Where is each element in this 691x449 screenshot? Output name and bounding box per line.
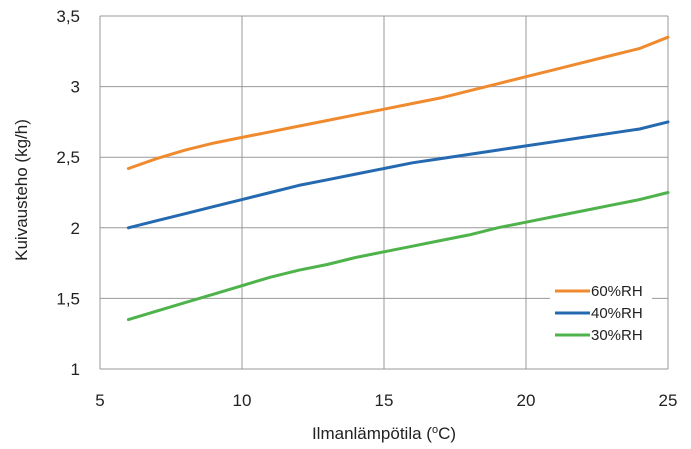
- series-line-0: [126, 35, 670, 170]
- legend-label-1: 40%RH: [591, 305, 643, 322]
- y-axis-label: Kuivausteho (kg/h): [12, 119, 31, 261]
- x-tick-labels: 5 10 15 20 25: [95, 391, 677, 410]
- legend-label-0: 60%RH: [591, 283, 643, 300]
- x-axis-label-sup: o: [432, 424, 438, 436]
- legend-label-2: 30%RH: [591, 327, 643, 344]
- series-line-1: [126, 120, 670, 230]
- x-tick-label: 5: [95, 391, 104, 410]
- x-axis-label-main: Ilmanlämpötila (: [312, 424, 432, 443]
- x-tick-label: 15: [375, 391, 394, 410]
- y-tick-label: 2: [71, 219, 80, 238]
- series-lines: [126, 35, 670, 322]
- x-tick-label: 20: [517, 391, 536, 410]
- y-tick-label: 2,5: [56, 148, 80, 167]
- y-tick-label: 3: [71, 78, 80, 97]
- x-axis-label: Ilmanlämpötila (oC): [312, 424, 456, 443]
- series-line-2: [126, 191, 670, 322]
- x-axis-label-end: C): [438, 424, 456, 443]
- y-tick-labels: 1 1,5 2 2,5 3 3,5: [56, 7, 80, 379]
- x-tick-label: 25: [659, 391, 678, 410]
- x-tick-label: 10: [233, 391, 252, 410]
- y-tick-label: 3,5: [56, 7, 80, 26]
- y-tick-label: 1: [71, 360, 80, 379]
- legend: 60%RH 40%RH 30%RH: [550, 278, 652, 348]
- y-tick-label: 1,5: [56, 289, 80, 308]
